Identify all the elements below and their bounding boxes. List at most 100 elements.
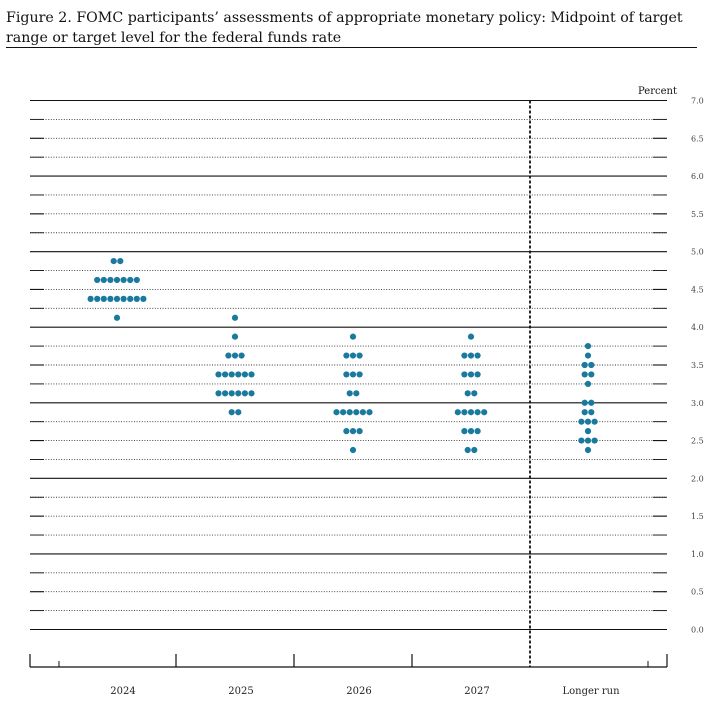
dot — [349, 333, 357, 340]
dot — [467, 409, 475, 416]
dot — [113, 276, 121, 284]
y-tick-label: 0.5 — [691, 588, 704, 597]
dot — [225, 352, 232, 359]
y-tick-label: 4.0 — [691, 323, 704, 332]
y-tick-label: 3.5 — [691, 361, 704, 370]
dot — [349, 428, 357, 435]
dot — [454, 409, 461, 416]
dot — [584, 437, 592, 444]
dot — [359, 409, 366, 416]
dot — [584, 418, 592, 425]
dot — [100, 295, 107, 302]
dot — [584, 343, 592, 350]
category-label: 2027 — [464, 686, 489, 697]
dot — [467, 428, 475, 435]
dot — [241, 390, 248, 397]
dot — [117, 257, 124, 265]
dot — [353, 390, 360, 397]
dot — [474, 428, 481, 435]
dot — [581, 409, 588, 416]
dot — [464, 390, 471, 397]
dot — [461, 409, 468, 416]
dot — [133, 276, 140, 284]
y-tick-label: 5.0 — [691, 248, 704, 257]
y-tick-label: 2.5 — [691, 437, 704, 446]
dot — [588, 399, 595, 406]
dot — [349, 371, 357, 378]
dot — [215, 371, 222, 378]
dot — [133, 295, 140, 302]
dot — [356, 428, 363, 435]
gridlines — [30, 99, 667, 631]
category-label: 2026 — [346, 686, 371, 697]
dot — [94, 295, 101, 302]
y-tick-label: 1.5 — [691, 512, 704, 521]
dot — [588, 409, 595, 416]
dot — [474, 352, 481, 359]
y-tick-label: 2.0 — [691, 474, 704, 483]
dot — [346, 390, 353, 397]
axes — [29, 100, 668, 668]
dot — [120, 276, 127, 284]
dot — [87, 295, 94, 302]
dot — [471, 390, 478, 397]
dot — [215, 390, 222, 397]
dot — [94, 276, 101, 284]
title-rule — [6, 47, 697, 48]
dot — [343, 428, 350, 435]
dot — [481, 409, 488, 416]
dot — [578, 437, 585, 444]
dot — [231, 314, 239, 321]
dot — [591, 418, 598, 425]
dot — [343, 371, 350, 378]
dot — [584, 380, 592, 387]
category-label: 2024 — [110, 686, 135, 697]
dot — [349, 352, 357, 359]
dot — [113, 295, 121, 302]
dot — [107, 276, 114, 284]
dot — [127, 276, 134, 284]
dot — [584, 352, 592, 359]
dot — [140, 295, 147, 302]
dot — [228, 390, 235, 397]
dot — [366, 409, 373, 416]
dot — [581, 361, 588, 369]
dot — [127, 295, 134, 302]
dot — [461, 352, 468, 359]
dot — [461, 428, 468, 435]
dot — [346, 409, 353, 416]
dot — [110, 257, 117, 265]
dot — [591, 437, 598, 444]
dot — [467, 371, 475, 378]
y-tick-label: 3.0 — [691, 399, 704, 408]
dot — [356, 371, 363, 378]
dot — [349, 446, 357, 454]
y-tick-labels: 0.0 0.5 1.0 1.5 2.0 2.5 3.0 3.5 4.0 4.5 5.0 5.5 6.0 6… — [691, 97, 704, 635]
dot — [248, 390, 255, 397]
category-label: 2025 — [228, 686, 253, 697]
dot — [333, 409, 340, 416]
dot — [340, 409, 347, 416]
y-tick-label: 4.5 — [691, 285, 704, 294]
dot — [235, 371, 242, 378]
dot — [471, 446, 478, 454]
dot — [235, 390, 242, 397]
y-tick-label: 5.5 — [691, 210, 704, 219]
y-unit-label: Percent — [638, 86, 677, 97]
y-tick-label: 1.0 — [691, 550, 704, 559]
dot — [467, 333, 475, 340]
dot — [474, 409, 481, 416]
dot — [581, 371, 588, 378]
dot — [100, 276, 107, 284]
dot — [228, 371, 235, 378]
dot — [120, 295, 127, 302]
dot — [353, 409, 360, 416]
dot — [231, 333, 239, 340]
category-labels: 2024 2025 2026 2027 Longer run — [110, 686, 620, 697]
y-tick-label: 6.0 — [691, 172, 704, 181]
y-tick-label: 0.0 — [691, 626, 704, 635]
dot — [581, 399, 588, 406]
dot — [248, 371, 255, 378]
y-tick-label: 7.0 — [691, 97, 704, 106]
